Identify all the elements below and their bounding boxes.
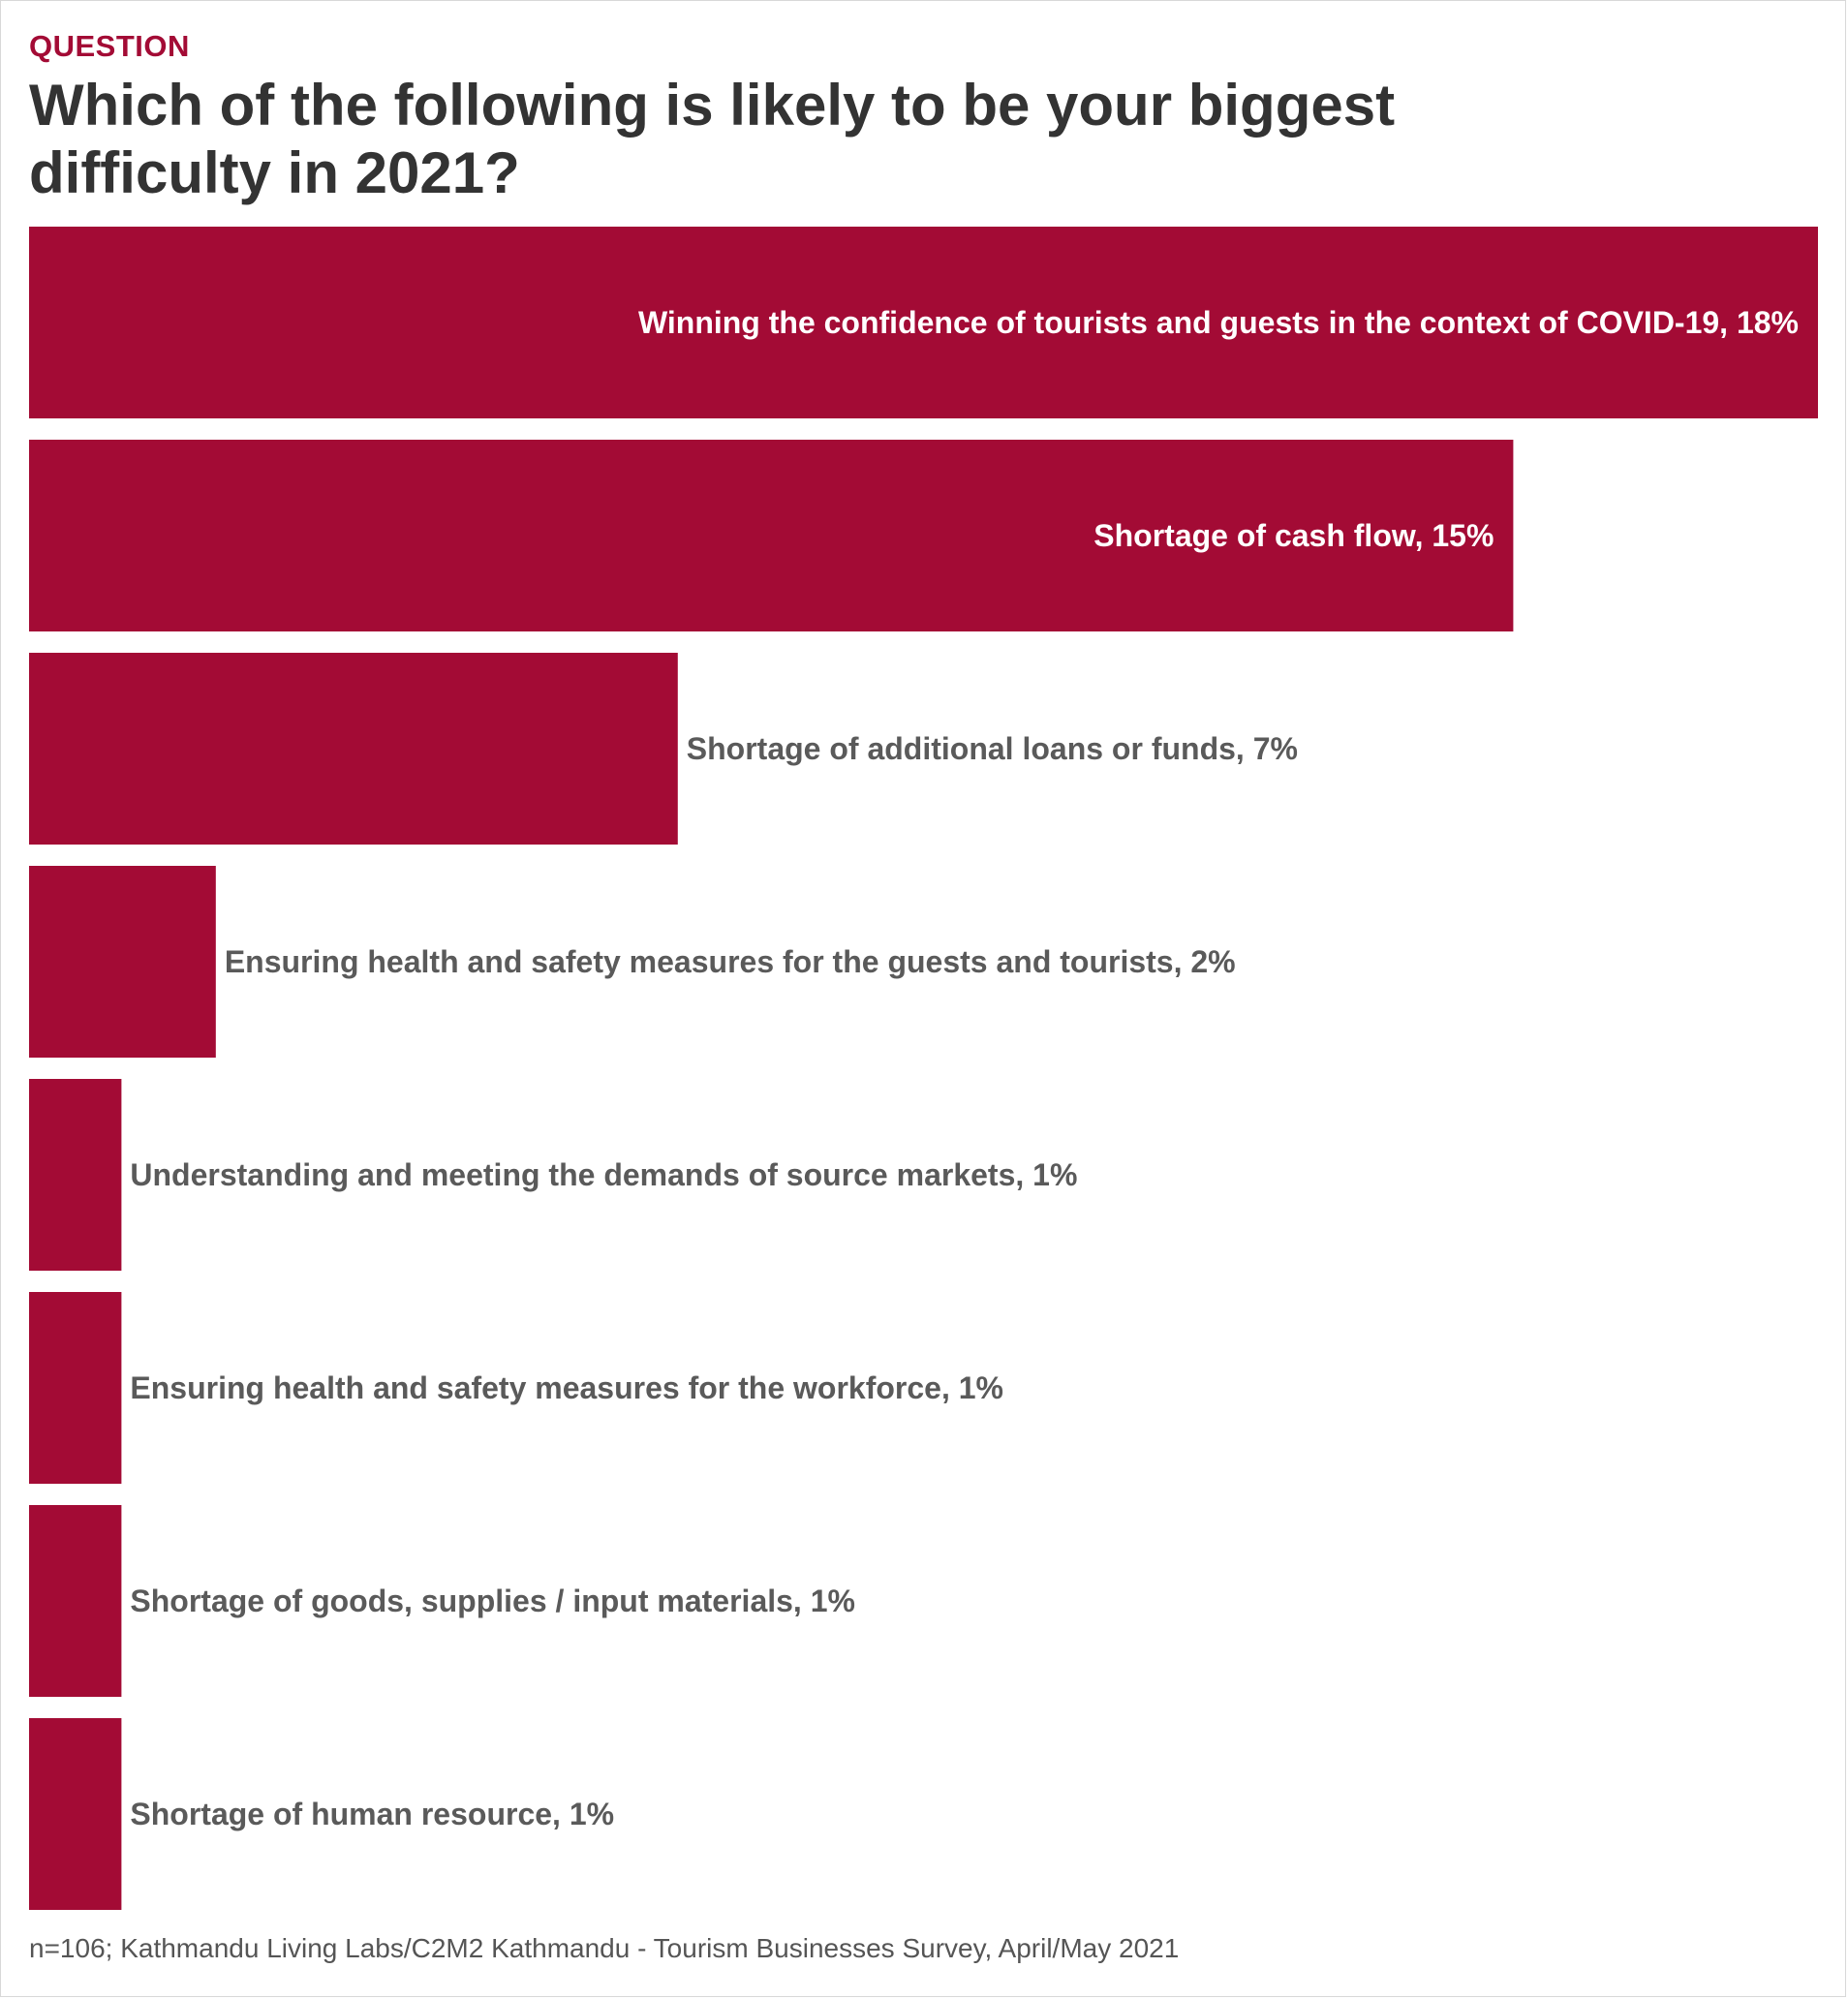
bar-4 [29,866,216,1058]
bar-3 [29,653,678,845]
question-kicker: QUESTION [29,29,190,63]
bar-label-2: Shortage of cash flow, 15% [1093,518,1494,553]
bar-label-1: Winning the confidence of tourists and g… [638,305,1799,340]
bar-7 [29,1505,122,1697]
bar-1 [29,227,1818,418]
bar-label-5: Understanding and meeting the demands of… [130,1157,1077,1192]
bar-6 [29,1292,122,1484]
chart-title: Which of the following is likely to be y… [29,73,1396,205]
bar-8 [29,1718,122,1910]
bar-label-6: Ensuring health and safety measures for … [130,1370,1003,1405]
bar-5 [29,1079,122,1271]
bar-2 [29,440,1514,631]
bar-label-4: Ensuring health and safety measures for … [225,944,1236,979]
bar-label-3: Shortage of additional loans or funds, 7… [687,731,1298,766]
source-note: n=106; Kathmandu Living Labs/C2M2 Kathma… [29,1933,1180,1963]
bar-label-8: Shortage of human resource, 1% [130,1797,614,1831]
bar-label-7: Shortage of goods, supplies / input mate… [130,1584,855,1618]
